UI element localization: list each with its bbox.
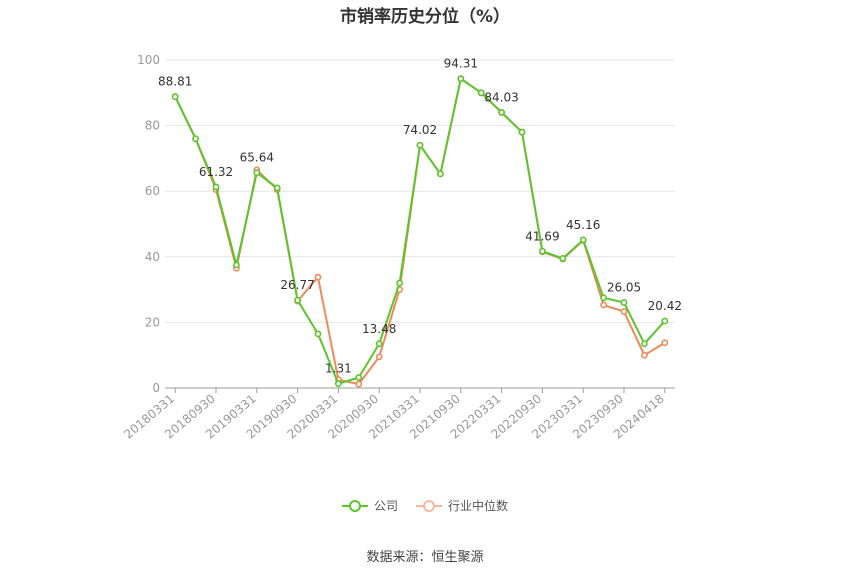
data-point	[600, 294, 607, 302]
data-point	[661, 317, 669, 325]
chart-title: 市销率历史分位（%）	[339, 7, 511, 27]
data-point	[396, 279, 403, 287]
data-point	[314, 273, 322, 281]
data-point	[253, 169, 261, 177]
data-point	[273, 184, 281, 192]
data-label: 74.02	[403, 123, 437, 137]
data-source: 数据来源：恒生聚源	[366, 550, 484, 565]
data-point	[416, 141, 424, 149]
legend-industry-median-label: 行业中位数	[448, 499, 509, 513]
data-point	[559, 255, 567, 262]
data-point	[436, 170, 444, 178]
data-point	[539, 247, 546, 255]
data-point	[620, 299, 628, 306]
data-point	[641, 340, 648, 348]
data-point	[334, 380, 342, 388]
data-point	[457, 75, 465, 83]
y-tick-label: 40	[145, 250, 160, 264]
data-point	[355, 380, 363, 388]
data-point	[498, 108, 505, 116]
data-point	[314, 330, 322, 338]
data-point	[192, 135, 199, 143]
legend-item-company[interactable]: 公司	[341, 497, 398, 514]
data-label: 26.05	[607, 281, 641, 295]
data-label: 41.69	[525, 229, 559, 243]
y-tick-label: 80	[145, 119, 160, 133]
data-label: 1.31	[325, 362, 352, 376]
data-point	[579, 236, 587, 244]
data-label: 88.81	[158, 75, 192, 89]
data-point	[641, 351, 648, 359]
data-point	[212, 183, 220, 191]
data-point	[355, 374, 363, 381]
data-label: 45.16	[566, 218, 600, 232]
data-point	[294, 296, 301, 304]
legend-company-icon	[341, 499, 368, 513]
data-point	[518, 128, 526, 136]
data-label: 94.31	[444, 57, 478, 71]
legend-item-industry-median[interactable]: 行业中位数	[416, 497, 508, 514]
y-tick-label: 0	[152, 381, 160, 395]
data-label: 61.32	[199, 165, 233, 179]
legend-industry-median-icon	[416, 499, 442, 513]
data-point	[232, 261, 240, 269]
data-point	[600, 301, 607, 309]
data-point	[375, 340, 383, 348]
legend-company-label: 公司	[373, 499, 398, 513]
data-label: 26.77	[280, 278, 314, 292]
y-tick-label: 20	[145, 315, 160, 329]
y-tick-label: 60	[145, 184, 160, 198]
data-point	[171, 93, 179, 101]
data-label: 13.48	[362, 322, 396, 336]
data-label: 20.42	[648, 299, 682, 313]
data-point	[375, 353, 383, 361]
data-label: 65.64	[240, 151, 274, 165]
data-point	[477, 89, 485, 97]
y-tick-label: 100	[137, 53, 160, 67]
data-label: 84.03	[484, 90, 518, 104]
data-point	[661, 339, 669, 347]
legend: 公司 行业中位数	[0, 497, 850, 514]
data-point	[620, 308, 628, 315]
